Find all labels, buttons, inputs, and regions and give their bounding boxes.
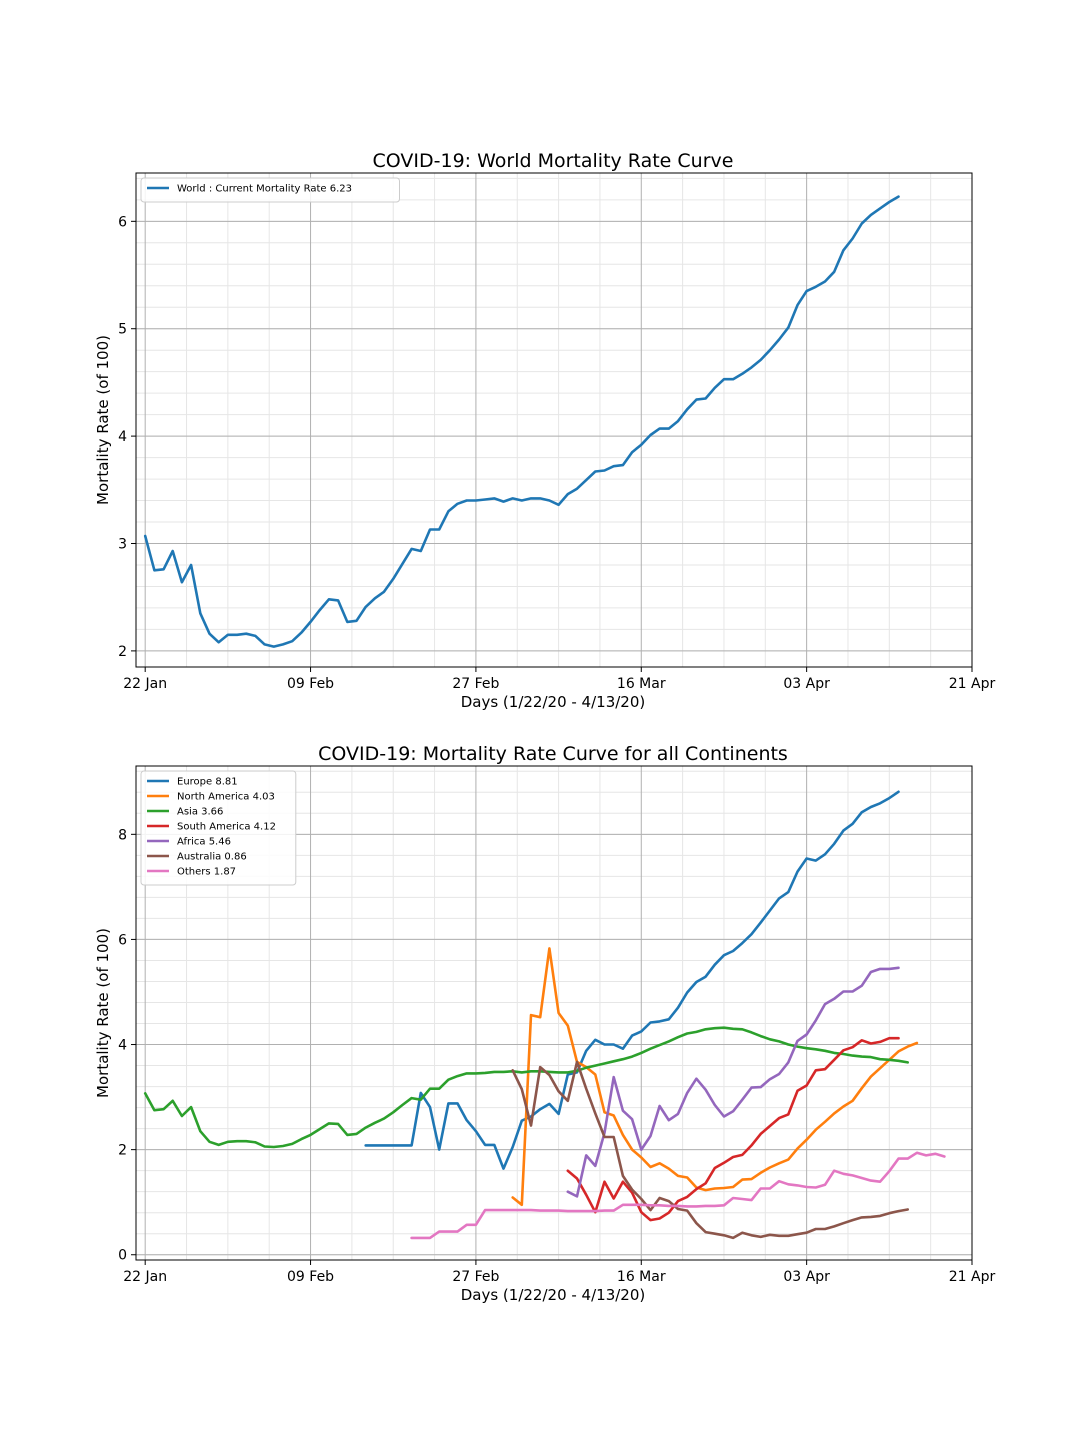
y-tick-label: 4 [118, 1038, 127, 1054]
legend-box [140, 177, 400, 203]
chart-1-xlabel: Days (1/22/20 - 4/13/20) [461, 693, 646, 711]
minor-grid [136, 173, 972, 667]
y-tick-label: 6 [118, 932, 127, 948]
series-line [511, 947, 919, 1207]
x-tick-label: 27 Feb [452, 676, 499, 692]
chart-1-ylabel: Mortality Rate (of 100) [94, 335, 112, 505]
legend-box [140, 770, 297, 886]
y-tick-label: 5 [118, 322, 127, 338]
x-tick-label: 22 Jan [123, 676, 167, 692]
legend: World : Current Mortality Rate 6.23 [140, 177, 400, 203]
y-tick-label: 2 [118, 1143, 127, 1159]
tick-labels: 22 Jan 09 Feb 27 Feb 16 Mar 03 Apr 21 Apr 2 3 4 5… [118, 214, 995, 692]
x-tick-label: 03 Apr [783, 1269, 830, 1285]
chart-world-mortality: COVID-19: World Mortality Rate Curve Day… [94, 150, 995, 711]
axes-frame [135, 765, 973, 1261]
x-tick-label: 21 Apr [949, 1269, 996, 1285]
chart-2-title: COVID-19: Mortality Rate Curve for all C… [318, 743, 788, 765]
series-line [410, 1151, 946, 1240]
series-line [511, 1060, 910, 1240]
chart-2-ylabel: Mortality Rate (of 100) [94, 928, 112, 1098]
series-lines [143, 790, 946, 1240]
axes-frame [135, 172, 973, 668]
x-tick-label: 22 Jan [123, 1269, 167, 1285]
x-tick-label: 09 Feb [287, 1269, 334, 1285]
legend-label: South America 4.12 [177, 822, 276, 833]
chart-1-plot: 22 Jan 09 Feb 27 Feb 16 Mar 03 Apr 21 Apr 2 3 4 5… [118, 172, 995, 692]
legend-label: Asia 3.66 [177, 807, 223, 818]
x-tick-label: 16 Mar [617, 1269, 666, 1285]
series-line [143, 1026, 910, 1149]
chart-2-xlabel: Days (1/22/20 - 4/13/20) [461, 1286, 646, 1304]
series-line [566, 1036, 900, 1222]
legend-label: World : Current Mortality Rate 6.23 [177, 184, 352, 195]
tick-labels: 22 Jan 09 Feb 27 Feb 16 Mar 03 Apr 21 Apr 0 2 4 6… [118, 827, 995, 1285]
x-tick-label: 27 Feb [452, 1269, 499, 1285]
x-tick-label: 03 Apr [783, 676, 830, 692]
x-tick-label: 21 Apr [949, 676, 996, 692]
chart-1-title: COVID-19: World Mortality Rate Curve [373, 150, 734, 172]
x-tick-label: 16 Mar [617, 676, 666, 692]
y-tick-label: 2 [118, 644, 127, 660]
series-line [364, 790, 900, 1170]
major-grid [136, 173, 972, 667]
legend: Europe 8.81 North America 4.03 Asia 3.66 So… [140, 770, 297, 886]
legend-label: Africa 5.46 [177, 837, 231, 848]
y-tick-label: 4 [118, 429, 127, 445]
legend-label: Europe 8.81 [177, 777, 238, 788]
chart-2-plot: 22 Jan 09 Feb 27 Feb 16 Mar 03 Apr 21 Apr 0 2 4 6… [118, 765, 995, 1285]
series-line [143, 195, 900, 648]
legend-label: Others 1.87 [177, 867, 236, 878]
major-grid [136, 766, 972, 1260]
series-lines [143, 195, 900, 648]
y-tick-label: 3 [118, 537, 127, 553]
series-line [566, 966, 900, 1198]
y-tick-label: 8 [118, 827, 127, 843]
chart-continents-mortality: COVID-19: Mortality Rate Curve for all C… [94, 743, 995, 1304]
y-tick-label: 6 [118, 214, 127, 230]
y-tick-label: 0 [118, 1248, 127, 1264]
x-tick-label: 09 Feb [287, 676, 334, 692]
legend-label: Australia 0.86 [177, 852, 247, 863]
legend-label: North America 4.03 [177, 792, 275, 803]
